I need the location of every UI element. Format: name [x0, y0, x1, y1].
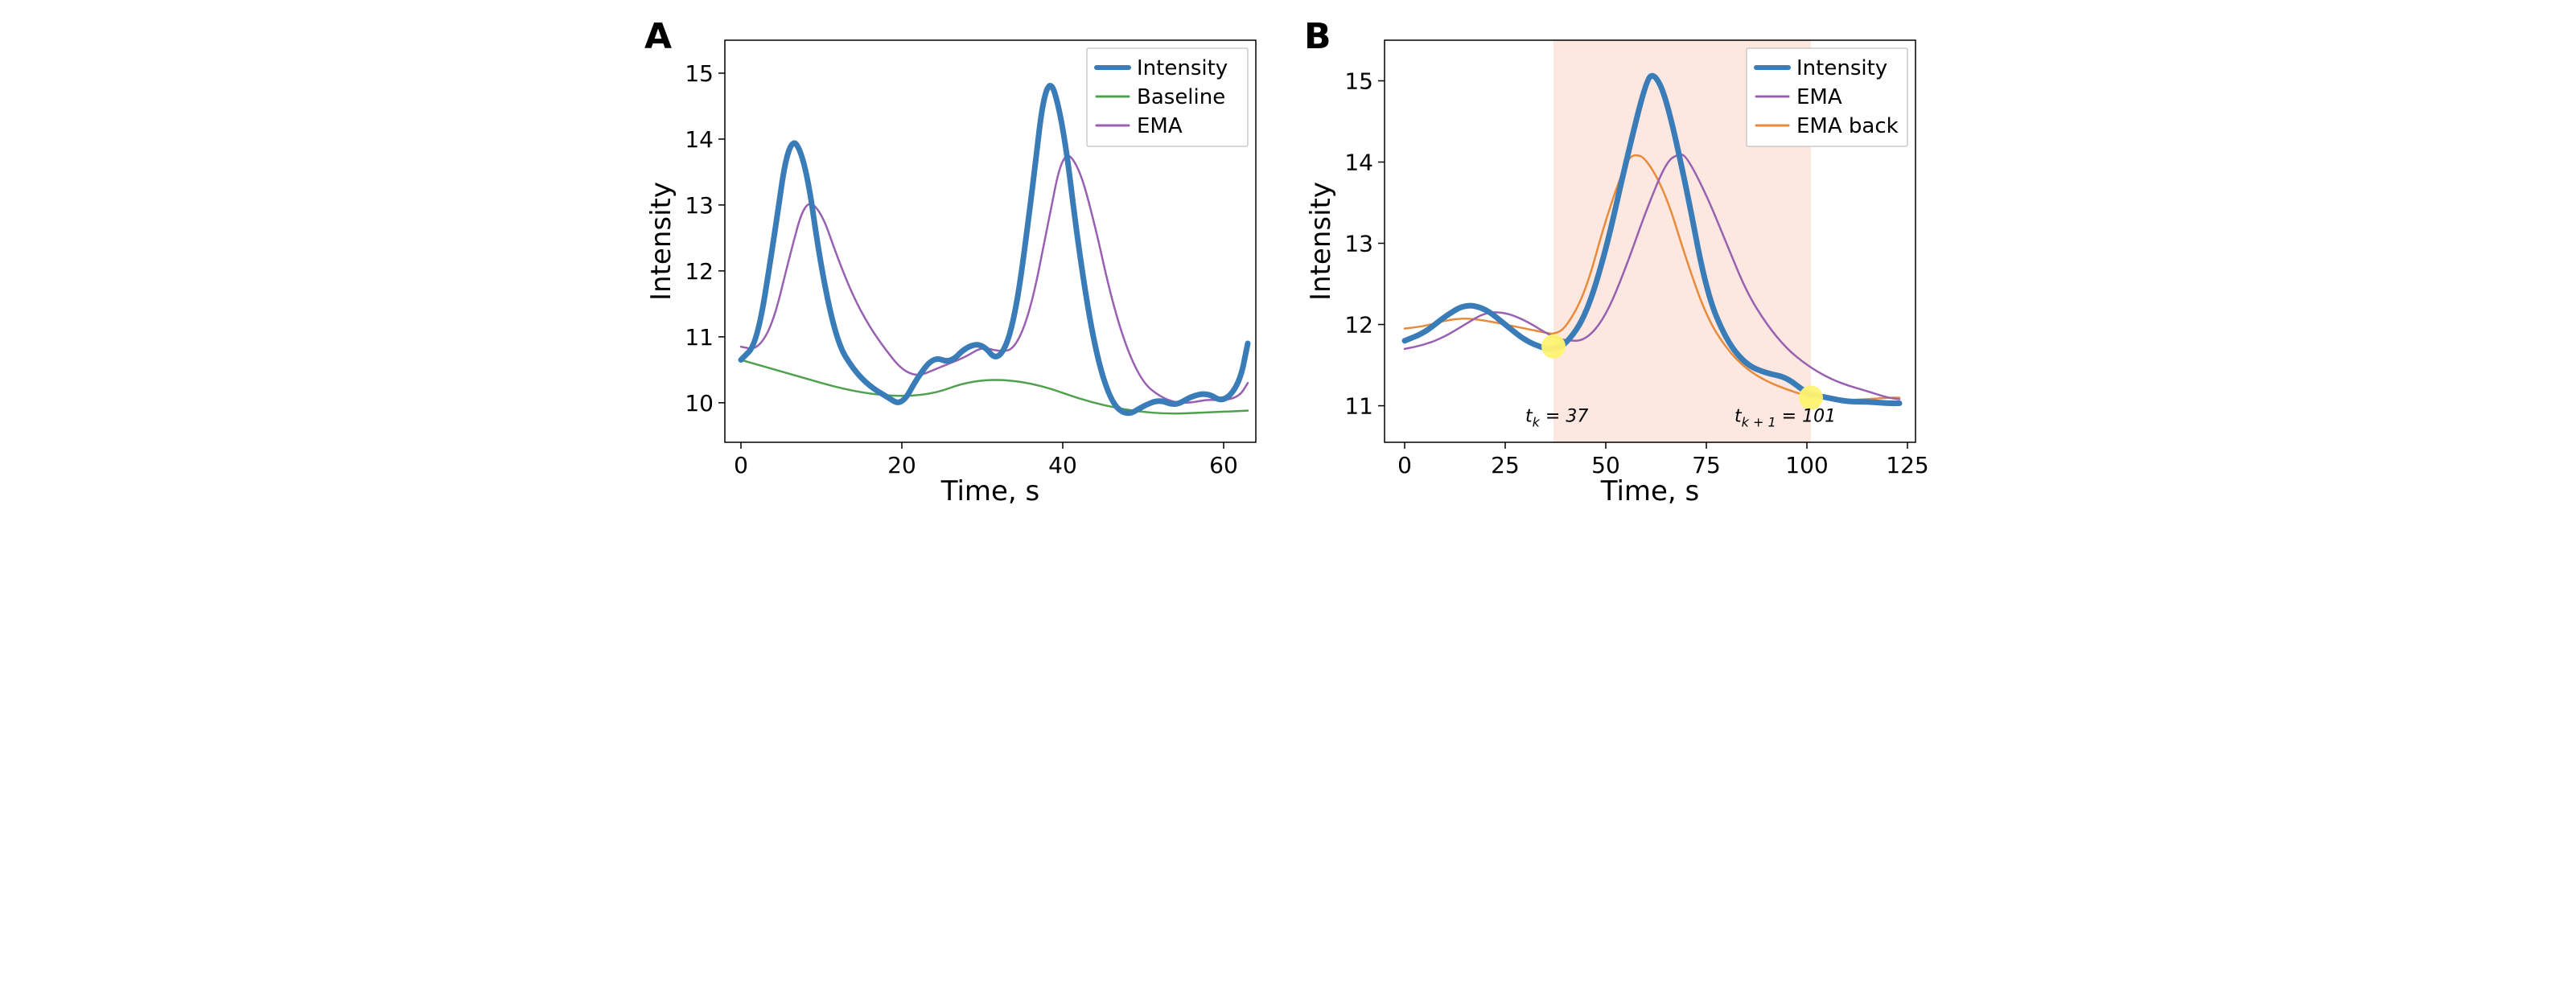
panel-a-letter: A	[644, 16, 672, 57]
series-ema	[741, 156, 1248, 403]
figure-row: A 0 20 40 60 10 11 12 13 14 15 Time, s Intensity Int…	[16, 16, 2560, 515]
x-axis-label: Time, s	[1600, 475, 1700, 507]
y-axis-label: Intensity	[1305, 182, 1337, 301]
legend-label: Intensity	[1137, 56, 1228, 80]
panel-b-letter: B	[1304, 16, 1331, 57]
y-tick-label: 11	[1344, 393, 1373, 420]
marker-point	[1541, 335, 1566, 359]
annotation-label: tk = 37	[1525, 407, 1588, 430]
y-tick-label: 14	[1344, 150, 1373, 176]
y-tick-label: 13	[685, 192, 714, 219]
x-tick-label: 0	[1397, 452, 1412, 478]
y-tick-label: 13	[1344, 231, 1373, 257]
x-axis-label: Time, s	[940, 475, 1040, 507]
y-tick-label: 10	[685, 390, 714, 417]
y-tick-label: 15	[1344, 68, 1373, 95]
y-axis-label: Intensity	[645, 182, 677, 301]
legend-label: EMA back	[1796, 114, 1899, 138]
x-tick-label: 60	[1209, 452, 1238, 478]
legend-label: EMA	[1137, 114, 1183, 138]
x-tick-label: 100	[1785, 452, 1828, 478]
legend-label: Intensity	[1796, 56, 1887, 80]
x-tick-label: 25	[1491, 452, 1520, 478]
y-tick-label: 15	[685, 60, 714, 87]
y-tick-label: 11	[685, 324, 714, 351]
legend-label: EMA	[1796, 85, 1842, 109]
y-tick-label: 12	[1344, 312, 1373, 339]
x-tick-label: 40	[1048, 452, 1077, 478]
panel-a: A 0 20 40 60 10 11 12 13 14 15 Time, s Intensity Int…	[644, 16, 1272, 515]
panel-a-chart: 0 20 40 60 10 11 12 13 14 15 Time, s Intensity Inten…	[644, 16, 1272, 515]
x-tick-label: 125	[1886, 452, 1928, 478]
panel-b-chart: 02550751001251112131415Time, sIntensityt…	[1304, 16, 1932, 515]
panel-b: B 02550751001251112131415Time, sIntensit…	[1304, 16, 1932, 515]
x-tick-label: 0	[734, 452, 748, 478]
y-tick-label: 12	[685, 258, 714, 285]
y-tick-label: 14	[685, 126, 714, 153]
x-tick-label: 20	[887, 452, 916, 478]
legend-label: Baseline	[1137, 85, 1225, 109]
